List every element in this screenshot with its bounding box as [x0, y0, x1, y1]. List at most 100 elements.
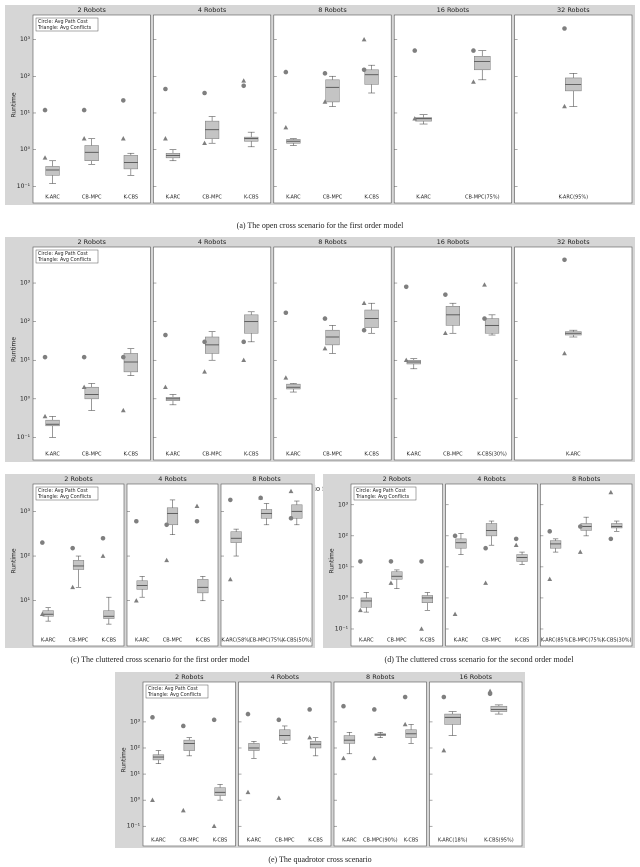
avg-path-cost — [361, 67, 367, 73]
avg-path-cost — [241, 83, 247, 89]
x-tick-label: CB-MPC — [69, 638, 89, 644]
avg-path-cost — [288, 515, 294, 521]
caption: (d) The cluttered cross scenario for the… — [385, 655, 575, 664]
y-tick-label: 10² — [20, 73, 31, 80]
x-tick-label: K-ARC — [342, 838, 357, 844]
x-tick-label: K-ARC — [286, 195, 301, 201]
avg-conflicts — [471, 79, 476, 84]
box — [516, 554, 528, 562]
y-tick-label: 10³ — [338, 501, 349, 508]
avg-conflicts — [163, 136, 168, 141]
x-tick-label: K-ARC(58%) — [221, 638, 251, 644]
y-tick-label: 10⁻¹ — [335, 625, 349, 632]
box — [474, 56, 491, 71]
panel-title: 2 Robots — [64, 475, 93, 483]
box — [421, 595, 433, 604]
avg-conflicts — [81, 384, 87, 390]
y-tick-label: 10³ — [130, 718, 141, 725]
y-tick-label: 10³ — [20, 508, 31, 515]
avg-conflicts — [322, 99, 328, 104]
avg-path-cost — [341, 703, 346, 709]
box — [343, 735, 356, 744]
panel-title: 2 Robots — [383, 475, 412, 483]
panel — [153, 14, 272, 204]
avg-path-cost — [164, 522, 169, 528]
y-tick-label: 10² — [20, 318, 31, 325]
box — [84, 386, 99, 400]
y-tick-label: 10¹ — [20, 357, 31, 364]
x-tick-label: K-CBS — [364, 452, 379, 458]
avg-conflicts — [419, 626, 424, 631]
avg-path-cost — [42, 354, 48, 360]
box — [444, 713, 461, 725]
avg-path-cost — [441, 694, 447, 700]
x-tick-label: K-CBS — [308, 838, 323, 844]
avg-path-cost — [443, 292, 448, 297]
legend-text: Circle: Avg Path Cost — [356, 488, 406, 494]
box — [84, 145, 99, 161]
avg-conflicts — [441, 747, 447, 753]
avg-conflicts — [120, 136, 126, 141]
avg-path-cost — [181, 723, 186, 729]
panel-title: 8 Robots — [318, 238, 347, 246]
x-tick-label: K-ARC — [166, 195, 181, 201]
avg-path-cost — [577, 524, 583, 529]
box — [325, 79, 340, 103]
x-tick-label: K-ARC — [41, 638, 56, 644]
box — [260, 509, 273, 519]
avg-conflicts — [120, 407, 126, 413]
box — [244, 136, 259, 142]
x-tick-label: K-CBS — [124, 452, 139, 458]
panel-title: 8 Robots — [366, 673, 395, 681]
x-tick-label: K-CBS — [124, 195, 139, 201]
x-tick-label: CB-MPC(75%) — [249, 638, 284, 644]
avg-conflicts — [276, 795, 282, 800]
avg-path-cost — [452, 533, 458, 539]
panel-title: 8 Robots — [252, 475, 281, 483]
x-tick-label: K-CBS(30%) — [477, 452, 507, 458]
avg-path-cost — [100, 535, 106, 541]
x-tick-label: CB-MPC — [387, 638, 407, 644]
box — [325, 329, 340, 346]
avg-path-cost — [163, 86, 168, 92]
panel-title: 4 Robots — [198, 6, 227, 14]
avg-conflicts — [227, 576, 233, 582]
avg-path-cost — [283, 69, 289, 75]
avg-conflicts — [258, 495, 264, 500]
x-tick-label: K-ARC — [416, 195, 431, 201]
avg-path-cost — [283, 310, 289, 316]
avg-conflicts — [371, 755, 377, 761]
caption: (b) The open cross scenario for the seco… — [232, 484, 409, 493]
x-tick-label: K-CBS — [244, 452, 259, 458]
avg-conflicts — [283, 124, 289, 130]
legend-text: Circle: Avg Path Cost — [148, 686, 198, 692]
avg-conflicts — [487, 688, 493, 694]
avg-path-cost — [358, 559, 363, 564]
avg-conflicts — [547, 576, 553, 582]
panel-title: 4 Robots — [271, 673, 300, 681]
panel-title: 4 Robots — [198, 238, 227, 246]
legend-text: Circle: Avg Path Cost — [38, 19, 88, 25]
panel — [142, 681, 236, 847]
x-tick-label: CB-MPC — [323, 452, 343, 458]
panel-title: 2 Robots — [77, 6, 106, 14]
avg-path-cost — [121, 98, 126, 103]
avg-conflicts — [42, 155, 48, 160]
avg-path-cost — [202, 90, 207, 96]
x-tick-label: K-ARC(18%) — [438, 838, 468, 844]
avg-conflicts — [133, 598, 139, 603]
box — [364, 69, 379, 85]
y-axis-label: Runtime — [11, 337, 18, 362]
y-tick-label: 10¹ — [338, 563, 349, 570]
avg-path-cost — [562, 257, 567, 263]
box — [45, 166, 60, 176]
x-tick-label: K-ARC — [406, 452, 421, 458]
x-tick-label: K-CBS — [515, 638, 530, 644]
panel-title: 16 Robots — [437, 238, 470, 246]
box — [485, 523, 498, 537]
avg-path-cost — [482, 316, 487, 321]
y-axis-label: Runtime — [329, 548, 336, 573]
x-tick-label: K-CBS — [244, 195, 259, 201]
legend-text: Triangle: Avg Conflicts — [37, 25, 92, 31]
